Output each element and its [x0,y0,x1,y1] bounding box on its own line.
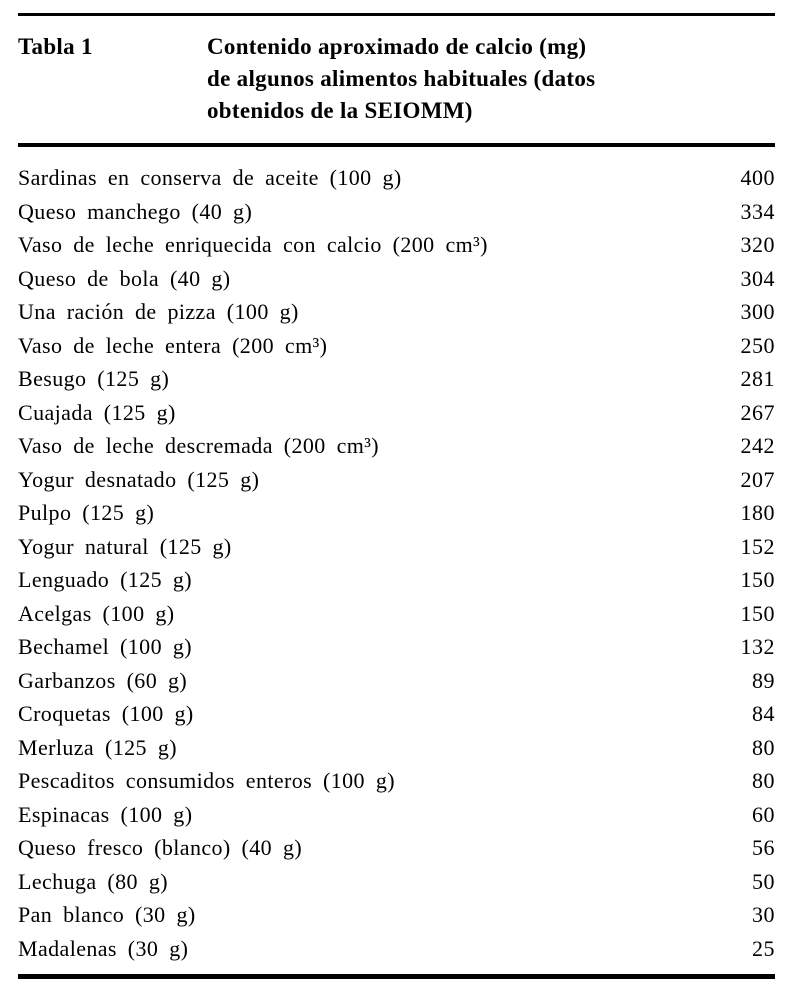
food-item-label: Queso fresco (blanco) (40 g) [18,835,303,860]
food-item-label: Croquetas (100 g) [18,701,194,726]
calcium-value: 50 [752,868,775,894]
calcium-value: 152 [740,533,775,559]
calcium-value: 150 [740,600,775,626]
table-row: Lechuga (80 g) 50 [18,865,775,899]
food-item-label: Sardinas en conserva de aceite (100 g) [18,165,402,190]
calcium-value: 30 [752,902,775,927]
food-item-label: Vaso de leche entera (200 cm³) [18,332,328,358]
table-body: Sardinas en conserva de aceite (100 g) 40… [18,147,775,979]
calcium-value: 250 [740,332,775,358]
calcium-value: 132 [740,634,775,659]
food-item-label: Una ración de pizza (100 g) [18,299,299,324]
table-row: Cuajada (125 g) 267 [18,396,775,430]
table-row: Pulpo (125 g) 180 [18,496,775,530]
calcium-value: 400 [740,165,775,190]
food-item-label: Pan blanco (30 g) [18,902,196,927]
calcium-value: 80 [752,768,775,793]
food-item-label: Queso de bola (40 g) [18,265,231,291]
calcium-value: 304 [740,265,775,291]
table-row: Bechamel (100 g) 132 [18,630,775,664]
table-title-line: de algunos alimentos habituales (datos [207,66,596,91]
food-item-label: Acelgas (100 g) [18,600,175,626]
table-row: Sardinas en conserva de aceite (100 g) 40… [18,161,775,195]
food-item-label: Pescaditos consumidos enteros (100 g) [18,768,395,793]
calcium-value: 150 [740,567,775,592]
table-row: Pescaditos consumidos enteros (100 g) 80 [18,764,775,798]
table-label: Tabla 1 [18,34,93,59]
table-row: Croquetas (100 g) 84 [18,697,775,731]
table-row: Queso manchego (40 g) 334 [18,195,775,229]
table-row: Pan blanco (30 g) 30 [18,898,775,932]
calcium-value: 60 [752,801,775,827]
food-item-label: Pulpo (125 g) [18,500,155,525]
table-row: Besugo (125 g) 281 [18,362,775,396]
table-title-line: obtenidos de la SEIOMM) [207,98,473,123]
calcium-value: 267 [740,399,775,425]
table-row: Acelgas (100 g) 150 [18,597,775,631]
table-header: Tabla 1 Contenido aproximado de calcio (… [18,16,775,147]
calcium-value: 207 [740,466,775,492]
table-row: Madalenas (30 g) 25 [18,932,775,966]
table-row: Queso de bola (40 g) 304 [18,262,775,296]
table-row: Yogur natural (125 g) 152 [18,530,775,564]
food-item-label: Yogur desnatado (125 g) [18,466,260,492]
calcium-value: 320 [740,232,775,257]
table-row: Garbanzos (60 g) 89 [18,664,775,698]
table-row: Queso fresco (blanco) (40 g) 56 [18,831,775,865]
calcium-value: 300 [740,299,775,324]
calcium-value: 180 [740,500,775,525]
food-item-label: Lechuga (80 g) [18,868,168,894]
food-item-label: Cuajada (125 g) [18,399,176,425]
food-item-label: Lenguado (125 g) [18,567,193,592]
food-item-label: Bechamel (100 g) [18,634,193,659]
table-row: Lenguado (125 g) 150 [18,563,775,597]
calcium-value: 242 [740,433,775,458]
table-row: Vaso de leche enriquecida con calcio (20… [18,228,775,262]
calcium-value: 84 [752,701,775,726]
table-title-line: Contenido aproximado de calcio (mg) [207,34,587,59]
food-item-label: Garbanzos (60 g) [18,667,188,693]
calcium-value: 25 [752,935,775,961]
food-item-label: Merluza (125 g) [18,734,177,760]
table-row: Vaso de leche entera (200 cm³) 250 [18,329,775,363]
food-item-label: Espinacas (100 g) [18,801,193,827]
table-row: Vaso de leche descremada (200 cm³) 242 [18,429,775,463]
calcium-value: 334 [740,198,775,224]
food-item-label: Vaso de leche descremada (200 cm³) [18,433,379,458]
food-item-label: Vaso de leche enriquecida con calcio (20… [18,232,488,257]
calcium-value: 281 [740,366,775,391]
table-row: Yogur desnatado (125 g) 207 [18,463,775,497]
calcium-value: 89 [752,667,775,693]
table-row: Espinacas (100 g) 60 [18,798,775,832]
food-item-label: Yogur natural (125 g) [18,533,232,559]
food-item-label: Besugo (125 g) [18,366,170,391]
food-item-label: Madalenas (30 g) [18,935,189,961]
calcium-value: 80 [752,734,775,760]
table-title: Contenido aproximado de calcio (mg) de a… [207,31,775,127]
food-item-label: Queso manchego (40 g) [18,198,253,224]
calcium-table: Tabla 1 Contenido aproximado de calcio (… [18,13,775,979]
table-row: Merluza (125 g) 80 [18,731,775,765]
calcium-value: 56 [752,835,775,860]
table-row: Una ración de pizza (100 g) 300 [18,295,775,329]
